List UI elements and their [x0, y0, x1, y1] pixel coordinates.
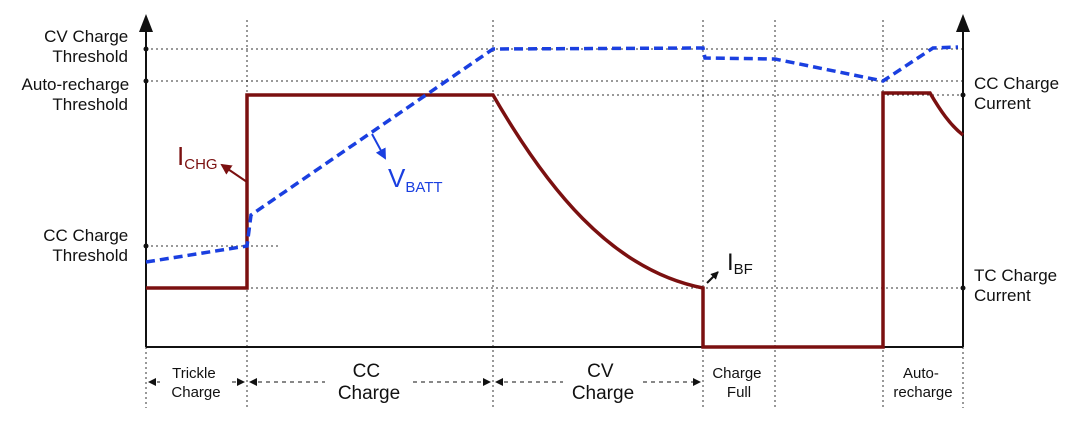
- label-tc-current: TC Charge Current: [974, 266, 1062, 305]
- phase-full-line1: Charge: [712, 365, 761, 382]
- phase-cv-line2: Charge: [572, 383, 634, 404]
- voltage-signal-label: VBATT: [388, 163, 443, 196]
- current-signal-sub: CHG: [184, 156, 217, 173]
- termination-signal-sub: BF: [734, 261, 753, 278]
- tick-tc-current: [960, 285, 966, 291]
- label-cc-threshold: CC Charge Threshold: [43, 226, 133, 265]
- current-signal-label: ICHG: [177, 141, 218, 173]
- phase-cv-charge: CV Charge: [572, 361, 634, 404]
- label-tc-current-line1: TC Charge: [974, 266, 1057, 285]
- tick-cc-threshold: [143, 243, 149, 249]
- phase-cc-line2: Charge: [338, 383, 400, 404]
- label-auto-recharge-threshold-line2: Threshold: [52, 95, 128, 114]
- phase-cc-line1: CC: [353, 361, 380, 382]
- label-cc-threshold-line2: Threshold: [52, 246, 128, 265]
- axis-ticks: [143, 46, 966, 291]
- tick-cv-threshold: [143, 46, 149, 52]
- label-cc-current: CC Charge Current: [974, 74, 1064, 113]
- right-axis-arrowhead: [956, 14, 970, 32]
- phase-trickle-line2: Charge: [171, 384, 220, 401]
- phase-trickle-line1: Trickle: [172, 365, 216, 382]
- label-cc-threshold-line1: CC Charge: [43, 226, 128, 245]
- label-cv-threshold-line2: Threshold: [52, 47, 128, 66]
- label-cv-threshold: CV Charge Threshold: [44, 27, 133, 66]
- phase-boundaries: [145, 20, 964, 408]
- phase-auto-line2: recharge: [893, 384, 952, 401]
- voltage-signal-sub: BATT: [405, 179, 442, 196]
- phase-cv-line1: CV: [587, 361, 614, 382]
- tick-cc-current: [960, 92, 966, 98]
- label-cc-current-line2: Current: [974, 94, 1031, 113]
- phase-charge-full: Charge Full: [712, 365, 765, 401]
- voltage-pointer-arrow: [371, 133, 386, 160]
- label-tc-current-line2: Current: [974, 286, 1031, 305]
- charge-current-curve: [146, 91, 965, 349]
- label-auto-recharge-threshold: Auto-recharge Threshold: [22, 75, 134, 114]
- label-cv-threshold-line1: CV Charge: [44, 27, 128, 46]
- phase-auto-line1: Auto-: [903, 365, 939, 382]
- phase-full-line2: Full: [727, 384, 751, 401]
- label-cc-current-line1: CC Charge: [974, 74, 1059, 93]
- left-axis-arrowhead: [139, 14, 153, 32]
- termination-signal-main: I: [727, 249, 734, 276]
- phase-trickle-charge: Trickle Charge: [171, 365, 220, 401]
- phase-cc-charge: CC Charge: [338, 361, 400, 404]
- label-auto-recharge-threshold-line1: Auto-recharge: [22, 75, 130, 94]
- phase-auto-recharge: Auto- recharge: [893, 365, 952, 401]
- termination-pointer-arrow: [706, 271, 719, 284]
- voltage-signal-main: V: [388, 163, 406, 193]
- current-signal-main: I: [177, 141, 184, 171]
- threshold-guides: [146, 48, 963, 289]
- battery-voltage-curve: [145, 45, 959, 264]
- termination-signal-label: IBF: [727, 249, 753, 278]
- tick-auto-recharge-threshold: [143, 78, 149, 84]
- current-pointer-arrow: [220, 163, 248, 183]
